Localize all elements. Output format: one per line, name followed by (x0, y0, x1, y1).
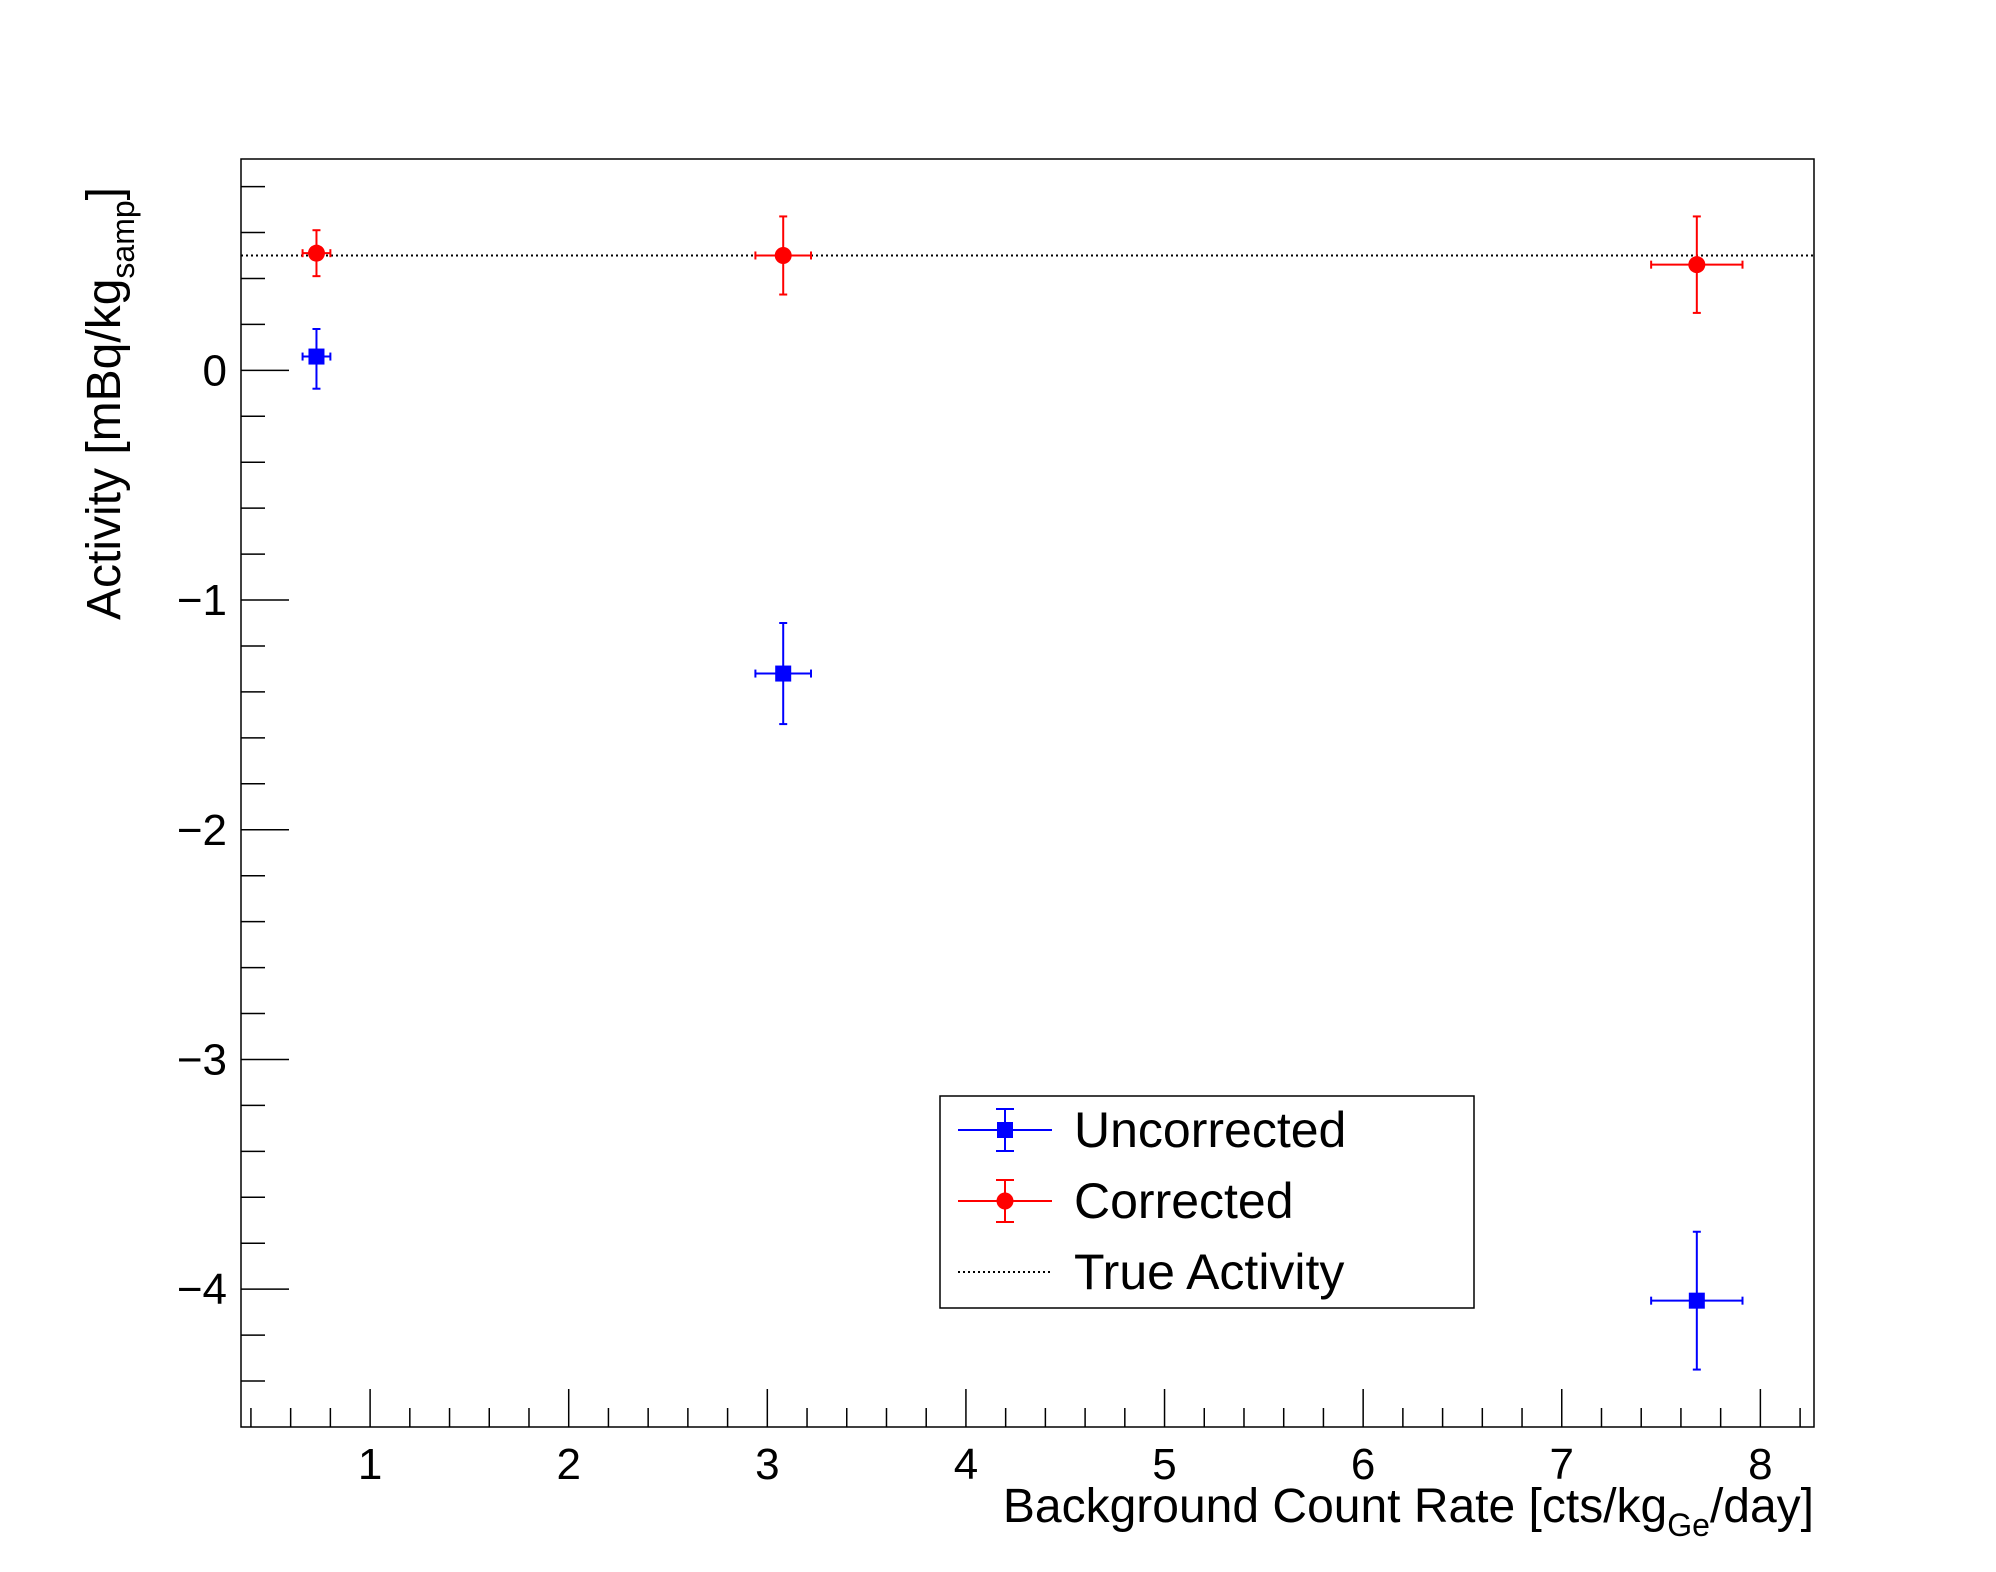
legend-label-true-activity: True Activity (1074, 1244, 1344, 1300)
x-axis-ticks: 1 2 3 4 5 6 7 8 (250, 1389, 1801, 1489)
y-axis-title-tail: ] (78, 187, 131, 200)
legend-marker-uncorrected (958, 1108, 1052, 1152)
x-axis-title-tail: /day] (1710, 1480, 1814, 1533)
circle-marker (1688, 256, 1706, 274)
x-tick-label: 1 (358, 1440, 382, 1489)
y-tick-label: −3 (177, 1035, 227, 1084)
y-tick-label: 0 (203, 346, 227, 395)
legend-marker-corrected (958, 1179, 1052, 1223)
y-axis-title-main: Activity [mBq/kg (78, 279, 131, 620)
x-tick-label: 2 (556, 1440, 580, 1489)
x-axis-title-sub: Ge (1667, 1507, 1710, 1543)
data-point-uncorrected (754, 622, 813, 726)
data-point-uncorrected (301, 327, 332, 390)
circle-marker (774, 246, 792, 264)
y-tick-label: −2 (177, 806, 227, 855)
square-marker (775, 665, 792, 682)
legend-entry-true-activity: True Activity (958, 1244, 1344, 1300)
data-point-corrected (301, 229, 332, 278)
data-point-uncorrected (1650, 1230, 1744, 1371)
square-marker (1688, 1292, 1705, 1309)
y-axis-title: Activity [mBq/kgsamp] (78, 187, 141, 620)
y-tick-label: −4 (177, 1265, 227, 1314)
y-tick-label: −1 (177, 576, 227, 625)
legend-entry-uncorrected: Uncorrected (958, 1102, 1346, 1158)
plot-frame (240, 158, 1815, 1428)
x-tick-label: 8 (1748, 1440, 1772, 1489)
data-point-corrected (1650, 215, 1744, 314)
y-axis-title-sub: samp (105, 200, 141, 278)
data-point-corrected (754, 215, 813, 296)
legend-label-corrected: Corrected (1074, 1173, 1294, 1229)
x-tick-label: 7 (1550, 1440, 1574, 1489)
x-tick-label: 4 (954, 1440, 978, 1489)
x-tick-label: 3 (755, 1440, 779, 1489)
data-points-layer (301, 215, 1744, 1371)
x-axis-title-main: Background Count Rate [cts/kg (1003, 1480, 1667, 1533)
legend-label-uncorrected: Uncorrected (1074, 1102, 1346, 1158)
legend-entry-corrected: Corrected (958, 1173, 1294, 1229)
circle-marker (307, 244, 325, 262)
x-tick-label: 5 (1152, 1440, 1176, 1489)
x-axis-title: Background Count Rate [cts/kgGe/day] (1003, 1480, 1814, 1543)
x-tick-label: 6 (1351, 1440, 1375, 1489)
legend: Uncorrected Corrected True Activity (939, 1095, 1475, 1309)
square-marker (308, 348, 325, 365)
y-axis-ticks: 0 −1 −2 −3 −4 (177, 185, 289, 1382)
